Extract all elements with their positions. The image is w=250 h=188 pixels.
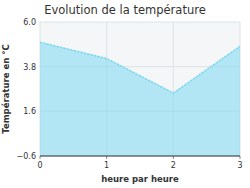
chart: −0.6 1.6 3.8 6.0 0 1 2 3 Evolution de la tempéra… — [0, 0, 250, 188]
plot-area — [40, 22, 240, 156]
title: Evolution de la température — [44, 3, 206, 17]
tick-label: 3 — [237, 161, 242, 170]
tick-label: 1.6 — [23, 107, 36, 116]
tick-label: −0.6 — [17, 152, 36, 161]
grid-line — [40, 156, 240, 157]
tick-label: 6.0 — [23, 18, 36, 27]
x-axis — [40, 156, 240, 157]
area — [40, 42, 240, 156]
x-axis-label: heure par heure — [101, 174, 179, 184]
y-axis-label: Température en °C — [1, 44, 11, 133]
tick-label: 1 — [104, 161, 109, 170]
tick-label: 0 — [37, 161, 42, 170]
tick-label: 3.8 — [23, 63, 36, 72]
tick-label: 2 — [171, 161, 176, 170]
grid-line — [40, 22, 240, 23]
line — [40, 42, 240, 93]
data-group — [40, 42, 240, 156]
